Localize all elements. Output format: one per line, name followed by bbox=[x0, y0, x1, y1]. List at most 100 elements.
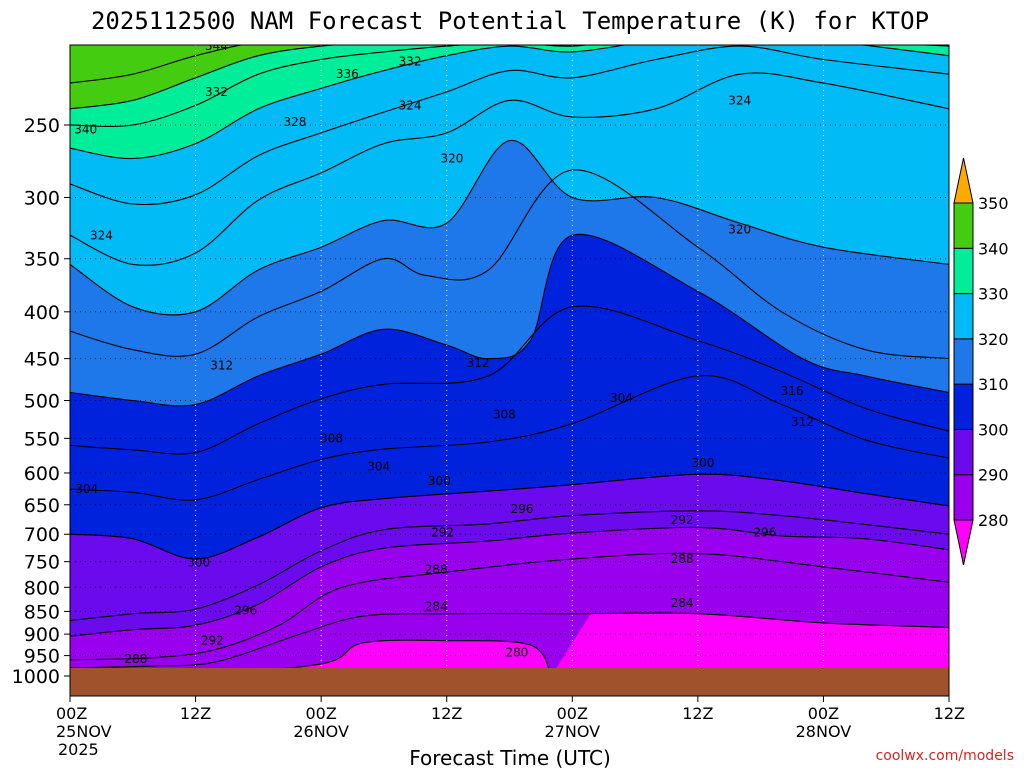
x-tick-label: 12Z bbox=[682, 704, 713, 723]
colorbar-label: 330 bbox=[978, 285, 1009, 304]
contour-label: 304 bbox=[367, 459, 390, 473]
isotherm-316 bbox=[70, 169, 949, 360]
y-tick-label: 600 bbox=[24, 463, 60, 485]
isotherm-340 bbox=[70, 45, 341, 110]
contour-label: 292 bbox=[671, 513, 694, 527]
contour-label: 344 bbox=[205, 39, 228, 53]
isotherm-328 bbox=[70, 45, 949, 206]
isotherm-284 bbox=[70, 612, 949, 669]
contour-label: 296 bbox=[511, 502, 534, 516]
isotherm-324 bbox=[70, 72, 949, 266]
colorbar-label: 280 bbox=[978, 511, 1009, 530]
contour-label: 288 bbox=[124, 652, 147, 666]
contour-label: 336 bbox=[336, 67, 359, 81]
y-tick-label: 300 bbox=[24, 187, 60, 209]
y-tick-label: 800 bbox=[24, 577, 60, 599]
pressure-axis: 2503003504004505005506006507007508008509… bbox=[12, 115, 70, 688]
ground-terrain bbox=[70, 668, 949, 696]
y-tick-label: 1000 bbox=[12, 666, 60, 688]
x-tick-date: 26NOV bbox=[293, 722, 349, 741]
contour-label: 312 bbox=[467, 356, 490, 370]
isotherm-344 bbox=[70, 45, 244, 84]
contour-label: 316 bbox=[781, 384, 804, 398]
contour-label: 284 bbox=[671, 596, 694, 610]
colorbar-label: 340 bbox=[978, 239, 1009, 258]
isotherm-332 bbox=[70, 45, 949, 160]
colorbar-high-arrow bbox=[953, 157, 974, 204]
contour-label: 280 bbox=[505, 646, 528, 660]
colorbar-swatch bbox=[953, 383, 974, 430]
contour-label: 320 bbox=[728, 222, 751, 236]
contour-label: 300 bbox=[187, 556, 210, 570]
plot-area: 344 340 336 332 332 328 324 324 324 320 320 316 312 3… bbox=[70, 39, 949, 696]
contour-label: 296 bbox=[234, 603, 257, 617]
y-tick-label: 500 bbox=[24, 391, 60, 413]
isotherm-320 bbox=[70, 140, 949, 316]
colorbar-swatch bbox=[953, 338, 974, 385]
plot-frame bbox=[69, 44, 950, 697]
chart-title: 2025112500 NAM Forecast Potential Temper… bbox=[91, 7, 929, 35]
isotherm-312 bbox=[70, 233, 949, 407]
contour-label: 304 bbox=[75, 482, 98, 496]
colorbar-label: 300 bbox=[978, 420, 1009, 439]
colorbar-label: 320 bbox=[978, 330, 1009, 349]
contour-label: 308 bbox=[493, 408, 516, 422]
contour-label: 320 bbox=[440, 152, 463, 166]
contour-label: 304 bbox=[610, 391, 633, 405]
contour-label: 312 bbox=[791, 415, 814, 429]
y-tick-label: 450 bbox=[24, 349, 60, 371]
y-tick-label: 650 bbox=[24, 495, 60, 517]
contour-label: 300 bbox=[428, 474, 451, 488]
colorbar-label: 290 bbox=[978, 466, 1009, 485]
isotherm-292 bbox=[70, 526, 949, 637]
y-tick-label: 900 bbox=[24, 624, 60, 646]
isotherm-308 bbox=[70, 305, 949, 455]
x-tick-label: 00Z bbox=[808, 704, 839, 723]
contour-label: 284 bbox=[425, 600, 448, 614]
contour-label: 324 bbox=[728, 93, 751, 107]
contour-label: 332 bbox=[205, 85, 228, 99]
x-tick-label: 12Z bbox=[934, 704, 965, 723]
colorbar-swatch bbox=[953, 474, 974, 521]
contour-label: 288 bbox=[425, 563, 448, 577]
isotherm-288 bbox=[70, 552, 949, 661]
x-tick-date: 25NOV bbox=[56, 722, 112, 741]
colorbar-label: 350 bbox=[978, 194, 1009, 213]
x-tick-year: 2025 bbox=[58, 740, 99, 759]
y-tick-label: 400 bbox=[24, 302, 60, 324]
contour-label: 296 bbox=[753, 526, 776, 540]
band-fill-332 bbox=[70, 45, 949, 159]
isotherm-296 bbox=[70, 510, 949, 622]
y-tick-label: 250 bbox=[24, 115, 60, 137]
x-tick-label: 00Z bbox=[557, 704, 588, 723]
x-tick-label: 00Z bbox=[305, 704, 336, 723]
contour-label: 324 bbox=[399, 98, 422, 112]
contour-label: 292 bbox=[201, 634, 224, 648]
x-tick-label: 00Z bbox=[56, 704, 87, 723]
y-tick-label: 550 bbox=[24, 428, 60, 450]
y-tick-label: 350 bbox=[24, 249, 60, 271]
isotherm-304 bbox=[70, 375, 949, 501]
y-tick-label: 750 bbox=[24, 552, 60, 574]
colorbar-swatch bbox=[953, 428, 974, 476]
y-tick-label: 700 bbox=[24, 524, 60, 546]
colorbar-legend: 280 290 300 310 320 330 340 350 bbox=[953, 157, 1009, 566]
x-tick-date: 27NOV bbox=[544, 722, 600, 741]
credit-link[interactable]: coolwx.com/models bbox=[876, 748, 1014, 764]
contour-label: 312 bbox=[210, 359, 233, 373]
colorbar-swatch bbox=[953, 293, 974, 340]
x-tick-label: 12Z bbox=[180, 704, 211, 723]
colorbar-low-arrow bbox=[953, 519, 974, 566]
y-tick-label: 850 bbox=[24, 601, 60, 623]
isotherm-300 bbox=[70, 473, 949, 560]
colorbar-label: 310 bbox=[978, 375, 1009, 394]
x-axis-label: Forecast Time (UTC) bbox=[409, 746, 611, 768]
contour-label: 324 bbox=[90, 228, 113, 242]
contour-label: 300 bbox=[692, 456, 715, 470]
contour-label: 328 bbox=[284, 115, 307, 129]
contour-label: 332 bbox=[399, 54, 422, 68]
y-tick-label: 950 bbox=[24, 646, 60, 668]
contour-label: 292 bbox=[431, 526, 454, 540]
